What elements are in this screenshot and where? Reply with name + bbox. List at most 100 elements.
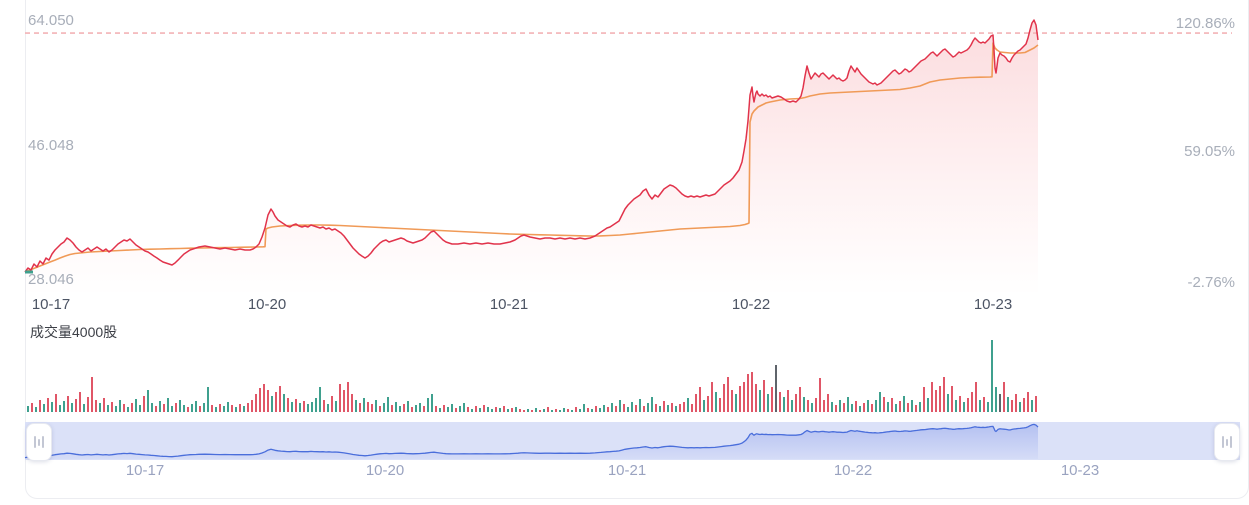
volume-bar <box>195 401 197 412</box>
volume-bar <box>995 387 997 412</box>
volume-bar <box>219 404 221 412</box>
volume-bar <box>71 403 73 412</box>
volume-bar <box>707 396 709 412</box>
grip-icon <box>1230 436 1232 448</box>
price-panel[interactable] <box>24 19 1232 292</box>
volume-bar <box>955 400 957 412</box>
volume-bar <box>499 408 501 412</box>
volume-bar <box>915 405 917 412</box>
volume-bar <box>251 400 253 412</box>
volume-bar <box>1015 394 1017 412</box>
volume-bar <box>1031 400 1033 412</box>
volume-bar <box>971 392 973 412</box>
volume-bar <box>723 384 725 412</box>
volume-bar <box>455 408 457 412</box>
volume-bar <box>267 390 269 412</box>
volume-bar <box>771 387 773 412</box>
pct-axis-label-min: -2.76% <box>1187 274 1235 291</box>
volume-bar <box>159 401 161 412</box>
volume-bar <box>439 408 441 412</box>
volume-bar <box>611 403 613 412</box>
volume-bar <box>847 397 849 412</box>
volume-bar <box>527 409 529 412</box>
x-axis-label-10-23: 10-23 <box>973 296 1013 313</box>
volume-bar <box>703 400 705 412</box>
nav-label-10-21: 10-21 <box>607 462 647 479</box>
volume-bar <box>403 404 405 412</box>
volume-bar <box>119 400 121 412</box>
volume-bar <box>227 402 229 412</box>
volume-label: 成交量4000股 <box>30 324 118 340</box>
volume-bar <box>951 386 953 412</box>
nav-left-handle[interactable] <box>26 423 52 461</box>
volume-bar <box>923 387 925 412</box>
x-axis-label-10-21: 10-21 <box>489 296 529 313</box>
volume-bar <box>835 405 837 412</box>
volume-bar <box>603 405 605 412</box>
volume-bar <box>367 402 369 412</box>
nav-label-10-20: 10-20 <box>365 462 405 479</box>
volume-bar <box>651 397 653 412</box>
volume-bar <box>931 382 933 412</box>
volume-bar <box>415 405 417 412</box>
volume-bar <box>615 406 617 412</box>
volume-bar <box>579 409 581 412</box>
volume-bar <box>107 405 109 412</box>
volume-bars[interactable] <box>27 340 1037 412</box>
volume-bar <box>807 400 809 412</box>
volume-bar <box>619 400 621 412</box>
volume-bar <box>91 377 93 412</box>
volume-bar <box>471 409 473 412</box>
volume-bar <box>911 400 913 412</box>
volume-bar <box>319 387 321 412</box>
volume-bar <box>443 405 445 412</box>
volume-bar <box>447 407 449 412</box>
volume-bar <box>635 405 637 412</box>
volume-bar <box>139 405 141 412</box>
volume-bar <box>75 399 77 412</box>
volume-bar <box>495 407 497 412</box>
volume-bar <box>451 404 453 412</box>
volume-bar <box>1003 382 1005 412</box>
volume-bar <box>799 387 801 412</box>
volume-bar <box>711 382 713 412</box>
avg-price-line <box>24 42 1039 273</box>
volume-bar <box>903 396 905 412</box>
volume-bar <box>671 403 673 412</box>
volume-bar <box>347 382 349 412</box>
volume-bar <box>895 404 897 412</box>
volume-bar <box>787 390 789 412</box>
x-axis-label-10-17: 10-17 <box>31 296 71 313</box>
volume-bar <box>587 408 589 412</box>
volume-bar <box>667 405 669 412</box>
volume-bar <box>559 410 561 412</box>
nav-right-handle[interactable] <box>1214 423 1240 461</box>
volume-bar <box>919 402 921 412</box>
volume-bar <box>339 384 341 412</box>
volume-bar <box>571 410 573 412</box>
volume-bar <box>839 400 841 412</box>
volume-bar <box>535 408 537 412</box>
volume-bar <box>695 394 697 412</box>
volume-bar <box>855 401 857 412</box>
volume-bar <box>315 398 317 412</box>
volume-bar <box>595 406 597 412</box>
volume-bar <box>303 401 305 412</box>
volume-bar <box>191 404 193 412</box>
volume-bar <box>999 394 1001 412</box>
volume-bar <box>523 410 525 412</box>
volume-bar <box>87 397 89 412</box>
volume-bar <box>643 406 645 412</box>
navigator-panel[interactable] <box>24 422 1240 460</box>
volume-bar <box>243 406 245 412</box>
volume-bar <box>423 406 425 412</box>
volume-bar <box>111 402 113 412</box>
volume-bar <box>383 403 385 412</box>
volume-bar <box>767 394 769 412</box>
grip-icon <box>34 436 36 448</box>
volume-bar <box>511 408 513 412</box>
volume-bar <box>431 394 433 412</box>
volume-bar <box>215 407 217 412</box>
